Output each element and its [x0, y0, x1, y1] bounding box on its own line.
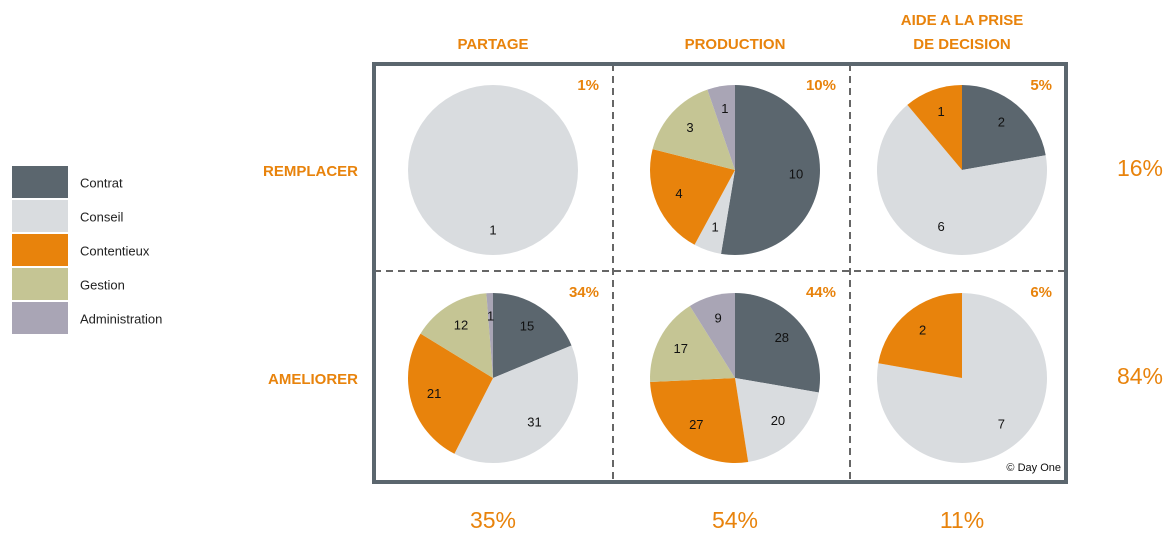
slice-label: 21 — [427, 386, 441, 401]
slice-label: 12 — [454, 317, 468, 332]
pie-slice — [721, 85, 821, 255]
cell-share: 10% — [806, 77, 836, 94]
slice-label: 17 — [674, 341, 688, 356]
legend-swatch — [12, 234, 68, 266]
legend-label: Contentieux — [80, 243, 150, 258]
column-total: 11% — [940, 507, 984, 533]
slice-label: 1 — [489, 223, 496, 238]
pie-slice — [735, 293, 820, 393]
legend-label: Conseil — [80, 209, 123, 224]
slice-label: 7 — [998, 416, 1005, 431]
pie-slice — [649, 149, 735, 245]
row-header: AMELIORER — [268, 371, 358, 388]
slice-label: 1 — [487, 308, 494, 323]
pie-slice — [878, 293, 962, 378]
slice-label: 4 — [675, 186, 682, 201]
pie-slice — [735, 378, 819, 462]
slice-label: 10 — [789, 166, 803, 181]
cell-share: 34% — [569, 284, 599, 301]
pie-slice — [493, 293, 572, 378]
column-header: DE DECISION — [913, 36, 1011, 53]
pie-slice — [408, 85, 578, 255]
slice-label: 27 — [689, 417, 703, 432]
legend-swatch — [12, 268, 68, 300]
pie-slice — [420, 293, 493, 378]
pie-slice — [652, 89, 735, 170]
pie-slice — [962, 85, 1046, 170]
pie-slice — [907, 85, 962, 170]
cell-share: 44% — [806, 284, 836, 301]
frame — [372, 62, 1068, 484]
legend-swatch — [12, 166, 68, 198]
legend-label: Administration — [80, 311, 162, 326]
pie-slice — [694, 170, 735, 254]
slice-label: 3 — [686, 120, 693, 135]
row-total: 84% — [1117, 363, 1163, 389]
column-total: 54% — [712, 507, 758, 533]
cell-share: 1% — [577, 77, 599, 94]
slice-label: 1 — [937, 104, 944, 119]
pie-slice — [454, 345, 579, 464]
slice-label: 28 — [775, 330, 789, 345]
credit: © Day One — [1006, 462, 1061, 474]
legend-swatch — [12, 200, 68, 232]
slice-label: 15 — [520, 319, 534, 334]
slice-label: 31 — [527, 414, 541, 429]
pie-slice — [408, 333, 493, 454]
legend-swatch — [12, 302, 68, 334]
slice-label: 9 — [714, 311, 721, 326]
slice-label: 1 — [721, 101, 728, 116]
pie-slice — [650, 378, 749, 463]
slice-label: 2 — [998, 115, 1005, 130]
column-header: PRODUCTION — [685, 36, 786, 53]
cell-share: 6% — [1030, 284, 1052, 301]
row-total: 16% — [1117, 155, 1163, 181]
cell-share: 5% — [1030, 77, 1052, 94]
slice-label: 2 — [919, 323, 926, 338]
column-total: 35% — [470, 507, 516, 533]
slice-label: 1 — [712, 219, 719, 234]
column-header: PARTAGE — [457, 36, 528, 53]
slice-label: 20 — [771, 413, 785, 428]
column-header: AIDE A LA PRISE — [901, 12, 1024, 29]
slice-label: 6 — [937, 219, 944, 234]
pie-slice — [877, 104, 1047, 255]
pie-slice — [486, 293, 493, 378]
legend-label: Contrat — [80, 175, 123, 190]
row-header: REMPLACER — [263, 163, 358, 180]
pie-slice — [707, 85, 735, 170]
legend-label: Gestion — [80, 277, 125, 292]
pie-slice — [650, 305, 735, 382]
pie-slice — [689, 293, 735, 378]
